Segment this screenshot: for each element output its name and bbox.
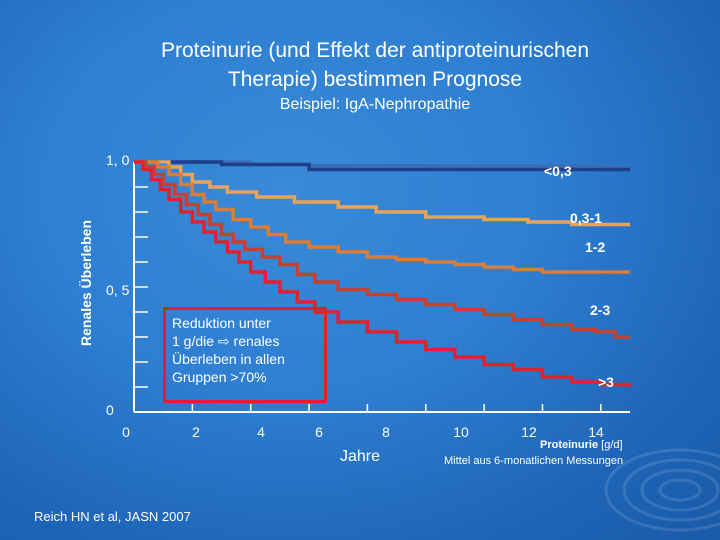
annotation-line: Reduktion unter [172, 315, 271, 331]
series-label-gt3: >3 [598, 374, 614, 390]
x-tick-label: 10 [453, 424, 469, 440]
x-tick-label: 6 [315, 424, 323, 440]
proteinuria-label: Proteinurie [g/d] [540, 439, 623, 451]
series-line-5 [134, 160, 632, 387]
series-label-03-1: 0,3-1 [570, 210, 602, 226]
annotation-text: Reduktion unter 1 g/die ⇨ renales Überle… [172, 314, 322, 386]
proteinuria-unit: [g/d] [601, 439, 623, 451]
series-line-2 [134, 160, 630, 227]
ripple-decoration-icon [604, 448, 720, 532]
x-tick-label: 12 [521, 424, 537, 440]
x-tick-label: 4 [257, 424, 265, 440]
annotation-box [163, 307, 327, 403]
citation: Reich HN et al, JASN 2007 [34, 509, 191, 524]
x-tick-label: 14 [588, 424, 604, 440]
x-tick-label: 8 [382, 424, 390, 440]
proteinuria-sublabel: Mittel aus 6-monatlichen Messungen [444, 455, 624, 467]
y-tick-label: 0, 5 [106, 282, 130, 298]
slide-subtitle: Beispiel: IgA-Nephropathie [279, 96, 471, 113]
x-tick-label: 2 [192, 424, 200, 440]
slide-title: Proteinurie (und Effekt der antiproteinu… [80, 36, 670, 94]
series-label-2-3: 2-3 [590, 302, 611, 318]
y-tick-label: 1, 0 [106, 152, 130, 168]
series-label-lt03: <0,3 [544, 163, 572, 179]
title-line-2: Therapie) bestimmen Prognose [227, 68, 523, 91]
x-tick-label: 0 [122, 424, 130, 440]
chart-curves [134, 160, 632, 387]
series-label-1-2: 1-2 [585, 239, 606, 255]
x-axis-label: Jahre [340, 448, 381, 465]
annotation-line: 1 g/die ⇨ renales [172, 333, 280, 349]
chart-axes [133, 161, 630, 413]
series-line-3 [134, 160, 630, 274]
y-tick-label: 0 [106, 402, 114, 418]
proteinuria-label-text: Proteinurie [540, 439, 599, 451]
annotation-line: Überleben in allen [172, 351, 285, 367]
annotation-line: Gruppen >70% [172, 369, 267, 385]
series-line-0 [134, 160, 630, 172]
series-line-4 [134, 160, 630, 339]
title-line-1: Proteinurie (und Effekt der antiproteinu… [160, 39, 590, 62]
